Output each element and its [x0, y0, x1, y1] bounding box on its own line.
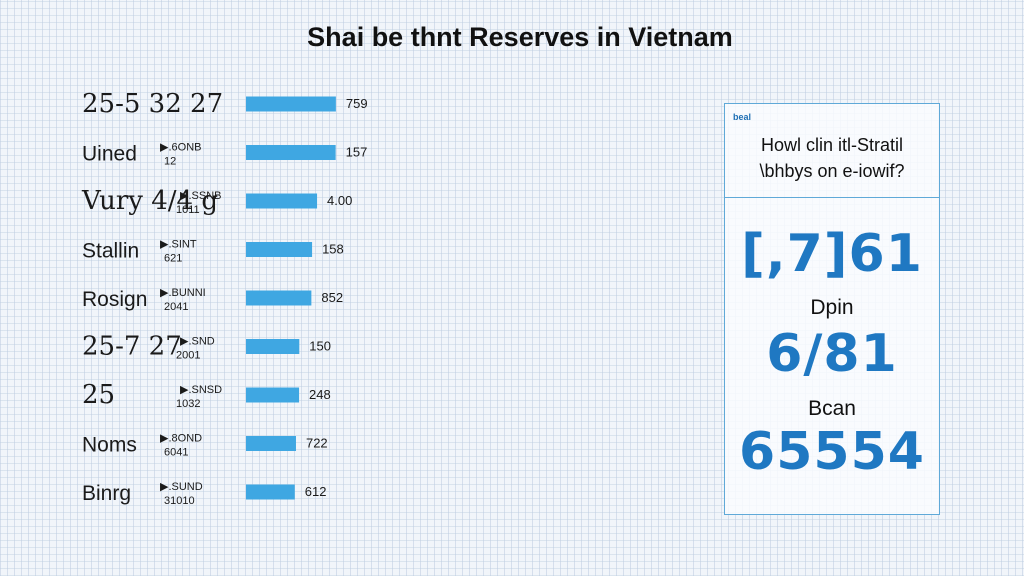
- panel-question-line2: \bhbys on e-iowif?: [759, 161, 905, 181]
- bar: [246, 387, 300, 403]
- bar-value-label: 759: [346, 96, 368, 111]
- bar: [246, 242, 313, 257]
- panel-divider: [725, 197, 939, 198]
- bar: [246, 484, 295, 500]
- bar: [246, 145, 336, 160]
- bar: [246, 193, 318, 209]
- category-label: 25: [82, 380, 115, 410]
- category-label: Noms: [82, 434, 137, 457]
- bar-value-label: 248: [309, 387, 331, 402]
- stat-value-3: 65554: [739, 422, 925, 482]
- stat-label-1: Dpin: [810, 296, 854, 319]
- bar-value-label: 852: [321, 290, 343, 305]
- bar-value-label: 612: [305, 484, 327, 499]
- category-tag-number: 31010: [164, 495, 195, 507]
- category-tag-number: 1032: [176, 398, 200, 410]
- category-label: Vury 4/4 g: [81, 186, 218, 216]
- panel-question-line1: Howl clin itl-Stratil: [760, 135, 904, 155]
- category-tag: ▶.SNSD: [180, 384, 222, 396]
- category-tag-number: 621: [164, 253, 182, 265]
- category-tag: ▶.8OND: [160, 433, 202, 445]
- category-label: Stallin: [82, 240, 139, 263]
- bar-value-label: 4.00: [327, 193, 352, 208]
- panel-question: Howl clin itl-Stratil \bhbys on e-iowif?: [725, 132, 939, 184]
- panel-tag: beal: [733, 112, 752, 122]
- bar: [246, 96, 336, 112]
- category-label: 25-5 32 27: [82, 89, 223, 119]
- category-tag-number: 2041: [164, 301, 188, 313]
- stat-value-2: 6/81: [766, 324, 898, 384]
- bar: [246, 290, 312, 306]
- bar-value-label: 157: [346, 145, 368, 160]
- category-tag: ▶.6ONB: [160, 142, 201, 154]
- bar: [246, 339, 300, 354]
- category-tag-number: 12: [164, 156, 176, 168]
- info-panel: beal Howl clin itl-Stratil \bhbys on e-i…: [724, 103, 940, 515]
- bar-value-label: 158: [322, 242, 344, 257]
- chart-title: Shai be thnt Reserves in Vietnam: [307, 22, 733, 52]
- category-tag-number: 2001: [176, 350, 200, 362]
- category-tag-number: 1011: [176, 204, 200, 216]
- bar: [246, 436, 296, 451]
- category-tag: ▶.BUNNI: [160, 287, 206, 299]
- category-tag: ▶.SUND: [160, 481, 203, 493]
- bar-value-label: 150: [309, 339, 331, 354]
- bar-value-label: 722: [306, 436, 328, 451]
- category-label: Rosign: [82, 288, 147, 311]
- stat-value-1: [,7]61: [741, 224, 923, 284]
- category-tag-number: 6041: [164, 447, 188, 459]
- category-tag: ▶.SSNB: [180, 190, 221, 202]
- stat-label-2: Bcan: [808, 397, 856, 420]
- category-label: Binrg: [82, 482, 131, 505]
- category-label: Uined: [82, 143, 137, 166]
- category-tag: ▶.SINT: [160, 239, 197, 251]
- category-tag: ▶.SND: [180, 336, 215, 348]
- category-label: 25-7 27: [82, 332, 182, 362]
